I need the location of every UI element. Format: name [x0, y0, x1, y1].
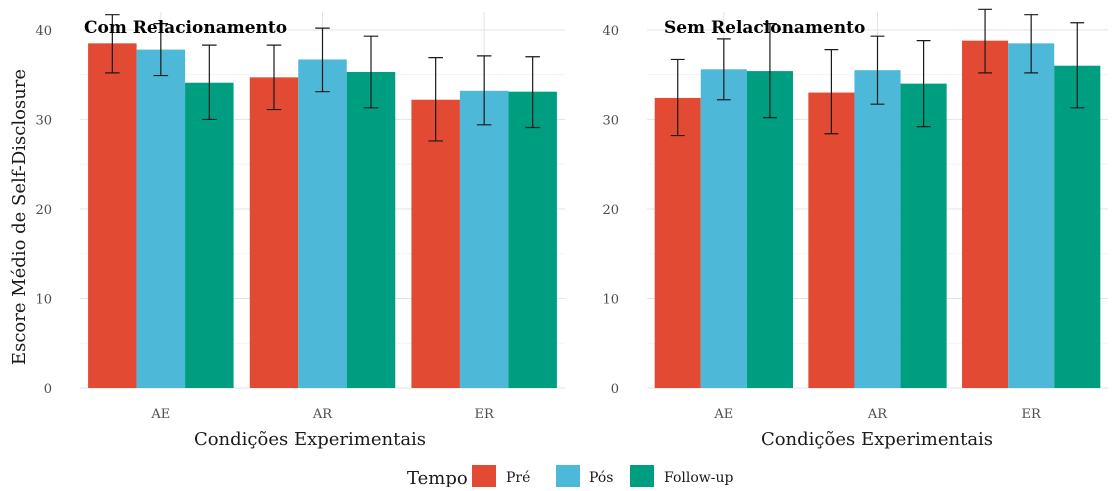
panel-sem-relacionamento: 0 10 20 30 40 AE AR ER Sem Relacionamento Cond…	[602, 9, 1108, 450]
y-tick-label-com-relacionamento: 20	[35, 203, 52, 218]
y-tick-label-sem-relacionamento: 40	[602, 24, 619, 39]
bar-com-relacionamento-ae-follow-up	[185, 83, 234, 388]
y-tick-label-sem-relacionamento: 30	[602, 113, 619, 128]
legend-label-pos: Pós	[589, 470, 613, 486]
legend-label-pre: Pré	[506, 470, 530, 486]
x-tick-label-ar: AR	[867, 407, 888, 422]
bar-com-relacionamento-ar-pre	[250, 77, 299, 388]
x-tick-label-er: ER	[475, 407, 495, 422]
bar-com-relacionamento-er-pre	[411, 100, 460, 388]
x-tick-label-ar: AR	[312, 407, 333, 422]
legend-swatch-pre	[472, 465, 496, 487]
bar-sem-relacionamento-ar-pos	[854, 70, 900, 388]
legend-swatch-follow-up	[630, 465, 654, 487]
bar-com-relacionamento-ar-follow-up	[347, 72, 396, 388]
x-axis-title-com-relacionamento: Condições Experimentais	[194, 429, 426, 450]
y-tick-label-sem-relacionamento: 20	[602, 203, 619, 218]
y-tick-label-com-relacionamento: 10	[35, 292, 52, 307]
y-tick-label-com-relacionamento: 0	[44, 382, 52, 397]
bar-sem-relacionamento-ar-follow-up	[901, 84, 947, 388]
bar-com-relacionamento-ar-pos	[298, 59, 347, 388]
bars-com-relacionamento	[88, 43, 557, 388]
bar-sem-relacionamento-er-follow-up	[1054, 66, 1100, 388]
y-tick-label-sem-relacionamento: 0	[611, 382, 619, 397]
legend-label-follow-up: Follow-up	[664, 470, 733, 486]
bar-sem-relacionamento-ae-pos	[701, 69, 747, 388]
bar-sem-relacionamento-er-pre	[962, 41, 1008, 388]
y-axis-title: Escore Médio de Self-Disclosure	[9, 69, 30, 365]
bar-sem-relacionamento-er-pos	[1008, 43, 1054, 388]
bar-sem-relacionamento-ar-pre	[808, 93, 854, 388]
bar-com-relacionamento-ae-pos	[137, 50, 186, 388]
bar-com-relacionamento-er-follow-up	[508, 92, 556, 388]
x-tick-label-er: ER	[1022, 407, 1042, 422]
bar-com-relacionamento-er-pos	[460, 91, 509, 388]
legend-title: Tempo	[407, 468, 468, 487]
x-tick-label-ae: AE	[150, 407, 170, 422]
bar-sem-relacionamento-ae-follow-up	[747, 71, 793, 388]
x-tick-label-ae: AE	[713, 407, 733, 422]
bar-com-relacionamento-ae-pre	[88, 43, 137, 388]
y-tick-label-com-relacionamento: 30	[35, 113, 52, 128]
legend-swatch-pos	[556, 465, 580, 487]
y-tick-label-com-relacionamento: 40	[35, 24, 52, 39]
panel-title-com-relacionamento: Com Relacionamento	[84, 18, 287, 38]
x-axis-title-sem-relacionamento: Condições Experimentais	[761, 429, 993, 450]
y-tick-label-sem-relacionamento: 10	[602, 292, 619, 307]
bar-sem-relacionamento-ae-pre	[655, 98, 701, 388]
panel-title-sem-relacionamento: Sem Relacionamento	[664, 18, 865, 38]
